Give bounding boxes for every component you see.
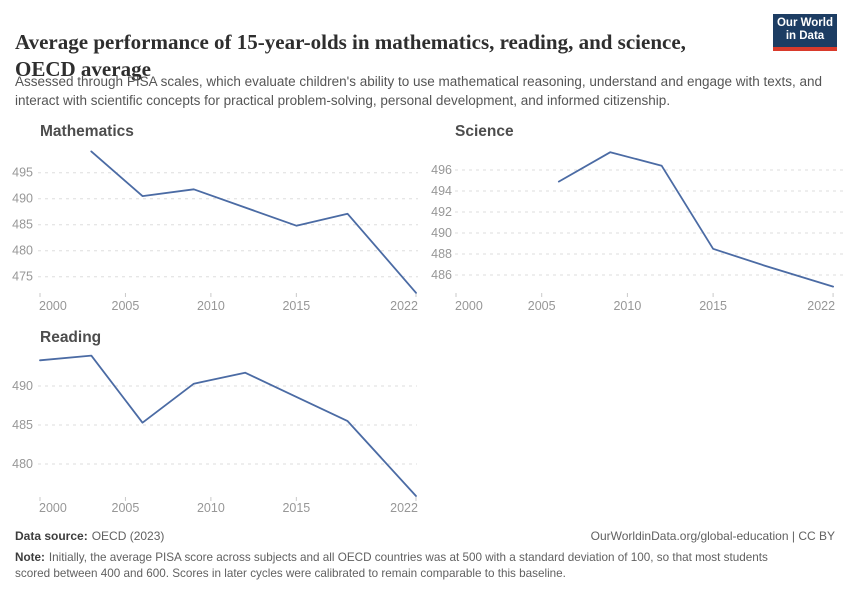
- facet-title: Science: [455, 123, 514, 140]
- x-tick-label: 2022: [390, 299, 418, 313]
- facet-title: Reading: [40, 329, 102, 346]
- x-tick-label: 2010: [197, 299, 225, 313]
- trend-line-science: [557, 151, 835, 288]
- x-tick-label: 2005: [112, 299, 140, 313]
- y-tick-label: 490: [431, 226, 452, 240]
- y-tick-label: 485: [12, 418, 33, 432]
- footer-note-text: Initially, the average PISA score across…: [15, 551, 768, 580]
- footer-row: Data source: OECD (2023) OurWorldinData.o…: [15, 529, 835, 543]
- data-source-label: Data source:: [15, 529, 88, 543]
- chart-canvas: 490 485 480 2000 2005 2010 2015 2022: [12, 354, 418, 515]
- y-tick-label: 475: [12, 270, 33, 284]
- x-tick-label: 2015: [282, 501, 310, 515]
- x-tick-label: 2022: [807, 299, 835, 313]
- data-source-value: OECD (2023): [91, 529, 165, 543]
- owid-logo[interactable]: Our World in Data: [773, 14, 837, 51]
- footer-note: Note: Initially, the average PISA score a…: [15, 550, 777, 582]
- chart-facet-science: Science 496 494 492 490 488 486 2000 2005 2010 201…: [430, 118, 850, 324]
- facet-title: Mathematics: [40, 123, 134, 140]
- x-tick-label: 2015: [282, 299, 310, 313]
- chart-canvas: 495 490 485 480 475 2000 2005 2010 2015 2022: [12, 150, 418, 313]
- x-tick-label: 2000: [455, 299, 483, 313]
- y-tick-label: 492: [431, 205, 452, 219]
- y-tick-label: 480: [12, 457, 33, 471]
- y-tick-label: 494: [431, 184, 452, 198]
- x-tick-label: 2005: [528, 299, 556, 313]
- y-tick-label: 495: [12, 166, 33, 180]
- page-title: Average performance of 15-year-olds in m…: [15, 30, 686, 82]
- trend-line-reading: [39, 354, 417, 497]
- chart-facet-reading: Reading 490 485 480 2000 2005 2010 2015 2022: [0, 322, 430, 528]
- chart-canvas: 496 494 492 490 488 486 2000 2005 2010 2015 2022: [431, 151, 843, 313]
- chart-facet-mathematics: Mathematics 495 490 485 480 475 2000 2005 2010 20…: [0, 118, 430, 324]
- x-tick-label: 2022: [390, 501, 418, 515]
- x-tick-label: 2010: [197, 501, 225, 515]
- owid-logo-line2: in Data: [785, 30, 825, 42]
- chart-subtitle: Assessed through PISA scales, which eval…: [15, 74, 823, 108]
- owid-logo-line1: Our World: [776, 17, 833, 29]
- trend-line-mathematics: [90, 150, 417, 294]
- y-tick-label: 490: [12, 379, 33, 393]
- x-tick-label: 2000: [39, 501, 67, 515]
- data-source: Data source: OECD (2023): [15, 529, 164, 543]
- y-tick-label: 488: [431, 247, 452, 261]
- y-tick-label: 485: [12, 218, 33, 232]
- x-tick-label: 2000: [39, 299, 67, 313]
- y-tick-label: 486: [431, 268, 452, 282]
- y-tick-label: 496: [431, 163, 452, 177]
- y-tick-label: 490: [12, 192, 33, 206]
- footer-note-label: Note:: [15, 551, 45, 564]
- credit-link[interactable]: OurWorldinData.org/global-education | CC…: [590, 529, 835, 543]
- y-tick-label: 480: [12, 244, 33, 258]
- x-tick-label: 2005: [112, 501, 140, 515]
- x-tick-label: 2015: [699, 299, 727, 313]
- x-tick-label: 2010: [613, 299, 641, 313]
